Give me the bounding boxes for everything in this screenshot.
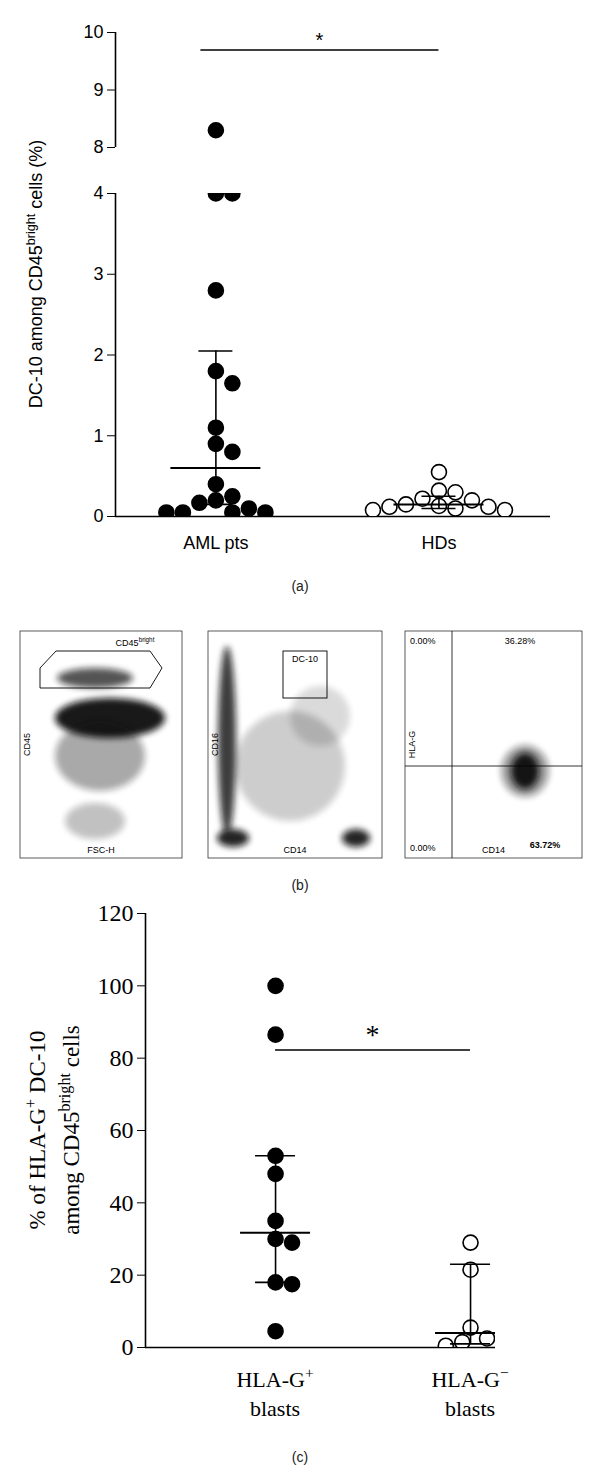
svg-text:1: 1 <box>93 426 103 446</box>
svg-text:AML pts: AML pts <box>183 533 248 553</box>
svg-text:100: 100 <box>98 973 134 999</box>
html-text:(c): (c) <box>291 1449 309 1465</box>
svg-text:4: 4 <box>93 183 103 203</box>
svg-text:60: 60 <box>110 1117 134 1143</box>
svg-text:CD14: CD14 <box>482 845 505 855</box>
svg-text:% of HLA-G+ DC-10: % of HLA-G+ DC-10 <box>22 1031 50 1230</box>
svg-text:0.00%: 0.00% <box>410 843 436 853</box>
svg-text:FSC-H: FSC-H <box>87 845 115 855</box>
svg-text:80: 80 <box>110 1045 134 1071</box>
svg-text:8: 8 <box>93 137 103 157</box>
svg-text:3: 3 <box>93 264 103 284</box>
svg-text:63.72%: 63.72% <box>530 840 561 850</box>
svg-text:20: 20 <box>110 1262 134 1288</box>
svg-text:10: 10 <box>83 22 103 42</box>
svg-text:HDs: HDs <box>421 533 456 553</box>
svg-text:among CD45bright cells: among CD45bright cells <box>56 1025 84 1235</box>
svg-text:DC-10: DC-10 <box>292 654 318 664</box>
svg-text:0: 0 <box>122 1334 134 1360</box>
svg-text:40: 40 <box>110 1190 134 1216</box>
html-text:(b): (b) <box>291 877 309 893</box>
svg-text:HLA-G−: HLA-G− <box>431 1364 508 1392</box>
svg-text:*: * <box>316 29 324 51</box>
svg-text:HLA-G+: HLA-G+ <box>236 1364 313 1392</box>
svg-text:blasts: blasts <box>445 1396 495 1421</box>
svg-text:CD14: CD14 <box>283 845 306 855</box>
svg-text:120: 120 <box>98 900 134 926</box>
svg-text:CD16: CD16 <box>210 733 220 756</box>
svg-text:36.28%: 36.28% <box>505 636 536 646</box>
svg-text:0: 0 <box>93 506 103 526</box>
svg-text:*: * <box>366 1019 380 1050</box>
html-text:(a): (a) <box>291 578 309 594</box>
svg-text:2: 2 <box>93 345 103 365</box>
svg-text:0.00%: 0.00% <box>410 636 436 646</box>
svg-text:DC-10 among CD45bright cells (: DC-10 among CD45bright cells (%) <box>24 140 46 409</box>
svg-text:blasts: blasts <box>250 1396 300 1421</box>
svg-text:CD45: CD45 <box>22 733 32 756</box>
svg-text:CD45bright: CD45bright <box>116 636 155 648</box>
svg-text:9: 9 <box>93 80 103 100</box>
svg-text:HLA-G: HLA-G <box>407 731 417 759</box>
